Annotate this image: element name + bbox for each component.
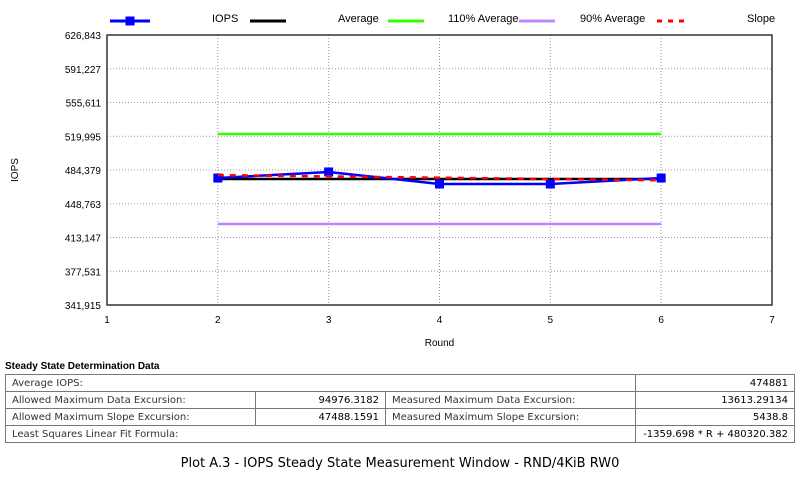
average-value: 474881	[635, 374, 795, 392]
table-title: Steady State Determination Data	[5, 361, 160, 372]
iops-point	[545, 179, 555, 189]
measured-slope-value: 5438.8	[635, 408, 795, 426]
steady-state-table: Average IOPS: 474881 Allowed Maximum Data…	[5, 374, 795, 443]
legend-iops: IOPS	[212, 13, 239, 25]
legend-marker	[125, 16, 135, 26]
x-tick-label: 7	[769, 315, 775, 326]
series-slope	[217, 173, 662, 182]
table-row: Least Squares Linear Fit Formula: -1359.6…	[5, 425, 795, 443]
x-tick-label: 5	[548, 315, 554, 326]
x-tick-label: 4	[437, 315, 443, 326]
x-tick-label: 2	[215, 315, 221, 326]
legend-average: Average	[338, 13, 379, 25]
formula-value: -1359.698 * R + 480320.382	[635, 425, 795, 443]
measured-slope-label: Measured Maximum Slope Excursion:	[385, 408, 636, 426]
plot-frame	[106, 34, 773, 306]
x-axis-label: Round	[425, 338, 454, 349]
x-tick-label: 1	[104, 315, 110, 326]
allowed-data-label: Allowed Maximum Data Excursion:	[5, 391, 256, 409]
y-axis-label: IOPS	[10, 158, 21, 182]
y-tick-label: 377,531	[65, 267, 102, 278]
y-tick-label: 591,227	[65, 65, 102, 76]
iops-chart: 341,915 377,531 413,147 448,763 484,379 519,9…	[10, 16, 775, 349]
table-row: Average IOPS: 474881	[5, 374, 795, 392]
iops-point	[656, 173, 666, 183]
allowed-slope-label: Allowed Maximum Slope Excursion:	[5, 408, 256, 426]
allowed-data-value: 94976.3182	[255, 391, 386, 409]
allowed-slope-value: 47488.1591	[255, 408, 386, 426]
table-row: Allowed Maximum Data Excursion: 94976.318…	[5, 391, 795, 409]
iops-point	[324, 167, 334, 177]
measured-data-value: 13613.29134	[635, 391, 795, 409]
legend-90-average: 90% Average	[580, 13, 646, 25]
table-row: Allowed Maximum Slope Excursion: 47488.15…	[5, 408, 795, 426]
formula-label: Least Squares Linear Fit Formula:	[5, 425, 636, 443]
y-tick-label: 519,995	[65, 132, 102, 143]
y-tick-label: 448,763	[65, 200, 102, 211]
y-tick-label: 626,843	[65, 31, 102, 42]
legend-slope: Slope	[747, 13, 776, 25]
y-tick-label: 341,915	[65, 301, 102, 312]
average-label: Average IOPS:	[5, 374, 636, 392]
y-tick-label: 413,147	[65, 234, 102, 245]
x-tick-label: 6	[658, 315, 664, 326]
plot-caption: Plot A.3 - IOPS Steady State Measurement…	[180, 456, 620, 471]
iops-point	[213, 173, 223, 183]
legend-110-average: 110% Average	[448, 13, 519, 25]
x-tick-label: 3	[326, 315, 332, 326]
iops-point	[435, 179, 444, 189]
y-tick-label: 484,379	[65, 166, 102, 177]
y-tick-label: 555,611	[66, 99, 102, 110]
measured-data-label: Measured Maximum Data Excursion:	[385, 391, 636, 409]
